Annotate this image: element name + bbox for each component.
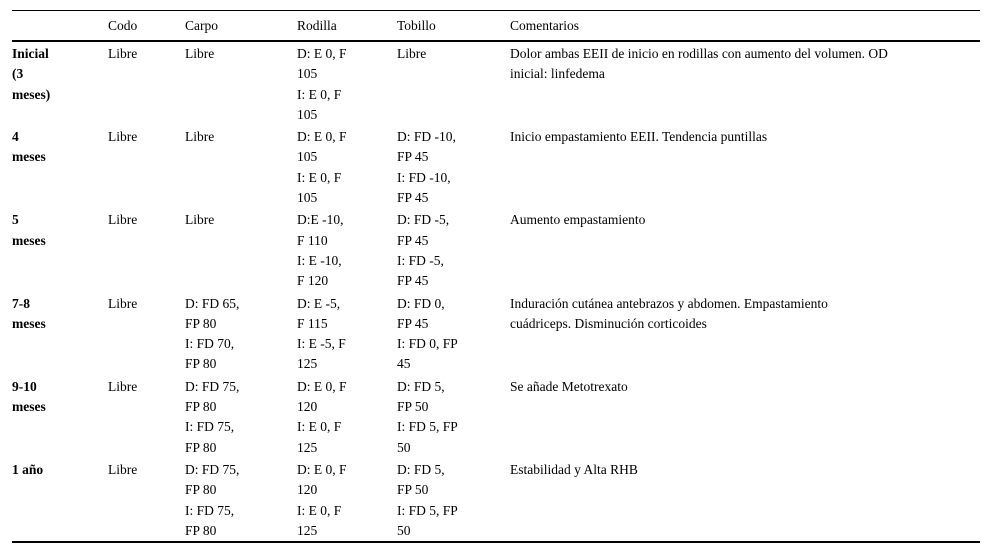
table-row: 1 año Libre D: FD 75, FP 80 I: FD 75, FP…: [12, 458, 980, 542]
cell-tobillo: D: FD -10, FP 45 I: FD -10, FP 45: [397, 129, 456, 206]
column-header-tobillo: Tobillo: [397, 18, 436, 33]
cell-period: 1 año: [12, 461, 44, 477]
cell-comentarios: Dolor ambas EEII de inicio en rodillas c…: [510, 46, 888, 82]
column-header-rodilla: Rodilla: [297, 18, 337, 33]
cell-period: 5 meses: [12, 212, 46, 248]
cell-carpo: D: FD 75, FP 80 I: FD 75, FP 80: [185, 378, 240, 455]
table-row: 5 meses Libre Libre D:E -10, F 110 I: E …: [12, 208, 980, 291]
table-row: 9-10 meses Libre D: FD 75, FP 80 I: FD 7…: [12, 375, 980, 458]
cell-tobillo: D: FD 5, FP 50 I: FD 5, FP 50: [397, 461, 458, 538]
cell-codo: Libre: [108, 212, 138, 228]
cell-carpo: Libre: [185, 46, 215, 61]
cell-tobillo: D: FD 5, FP 50 I: FD 5, FP 50: [397, 378, 458, 455]
cell-tobillo: D: FD -5, FP 45 I: FD -5, FP 45: [397, 212, 450, 289]
cell-period: Inicial (3 meses): [12, 46, 51, 102]
cell-rodilla: D: E -5, F 115 I: E -5, F 125: [297, 295, 346, 372]
cell-rodilla: D: E 0, F 120 I: E 0, F 125: [297, 461, 347, 538]
table-row: Inicial (3 meses) Libre Libre D: E 0, F …: [12, 41, 980, 125]
cell-carpo: D: FD 75, FP 80 I: FD 75, FP 80: [185, 461, 240, 538]
cell-codo: Libre: [108, 295, 138, 311]
column-header-carpo: Carpo: [185, 18, 218, 33]
followup-table-container: Codo Carpo Rodilla Tobillo Comentarios I…: [12, 10, 980, 544]
cell-period: 4 meses: [12, 129, 46, 165]
cell-carpo: D: FD 65, FP 80 I: FD 70, FP 80: [185, 295, 240, 372]
cell-codo: Libre: [108, 461, 138, 477]
cell-rodilla: D: E 0, F 105 I: E 0, F 105: [297, 46, 347, 122]
column-header-codo: Codo: [108, 18, 138, 33]
cell-comentarios: Induración cutánea antebrazos y abdomen.…: [510, 295, 828, 331]
column-header-comentarios: Comentarios: [510, 18, 579, 33]
cell-rodilla: D: E 0, F 105 I: E 0, F 105: [297, 129, 347, 206]
cell-comentarios: Inicio empastamiento EEII. Tendencia pun…: [510, 129, 768, 145]
table-row: 7-8 meses Libre D: FD 65, FP 80 I: FD 70…: [12, 292, 980, 375]
table-row: 4 meses Libre Libre D: E 0, F 105 I: E 0…: [12, 125, 980, 208]
cell-carpo: Libre: [185, 129, 215, 145]
cell-codo: Libre: [108, 378, 138, 394]
cell-tobillo: Libre: [397, 46, 427, 61]
cell-tobillo: D: FD 0, FP 45 I: FD 0, FP 45: [397, 295, 458, 372]
table-header-row: Codo Carpo Rodilla Tobillo Comentarios: [12, 11, 980, 42]
cell-comentarios: Aumento empastamiento: [510, 212, 646, 228]
cell-codo: Libre: [108, 46, 138, 61]
cell-period: 7-8 meses: [12, 295, 46, 331]
cell-comentarios: Se añade Metotrexato: [510, 378, 628, 394]
cell-codo: Libre: [108, 129, 138, 145]
cell-comentarios: Estabilidad y Alta RHB: [510, 461, 638, 477]
cell-rodilla: D: E 0, F 120 I: E 0, F 125: [297, 378, 347, 455]
cell-period: 9-10 meses: [12, 378, 46, 415]
cell-carpo: Libre: [185, 212, 215, 228]
joint-rom-followup-table: Codo Carpo Rodilla Tobillo Comentarios I…: [12, 10, 980, 544]
column-header-period: [12, 11, 108, 42]
cell-rodilla: D:E -10, F 110 I: E -10, F 120: [297, 212, 344, 289]
